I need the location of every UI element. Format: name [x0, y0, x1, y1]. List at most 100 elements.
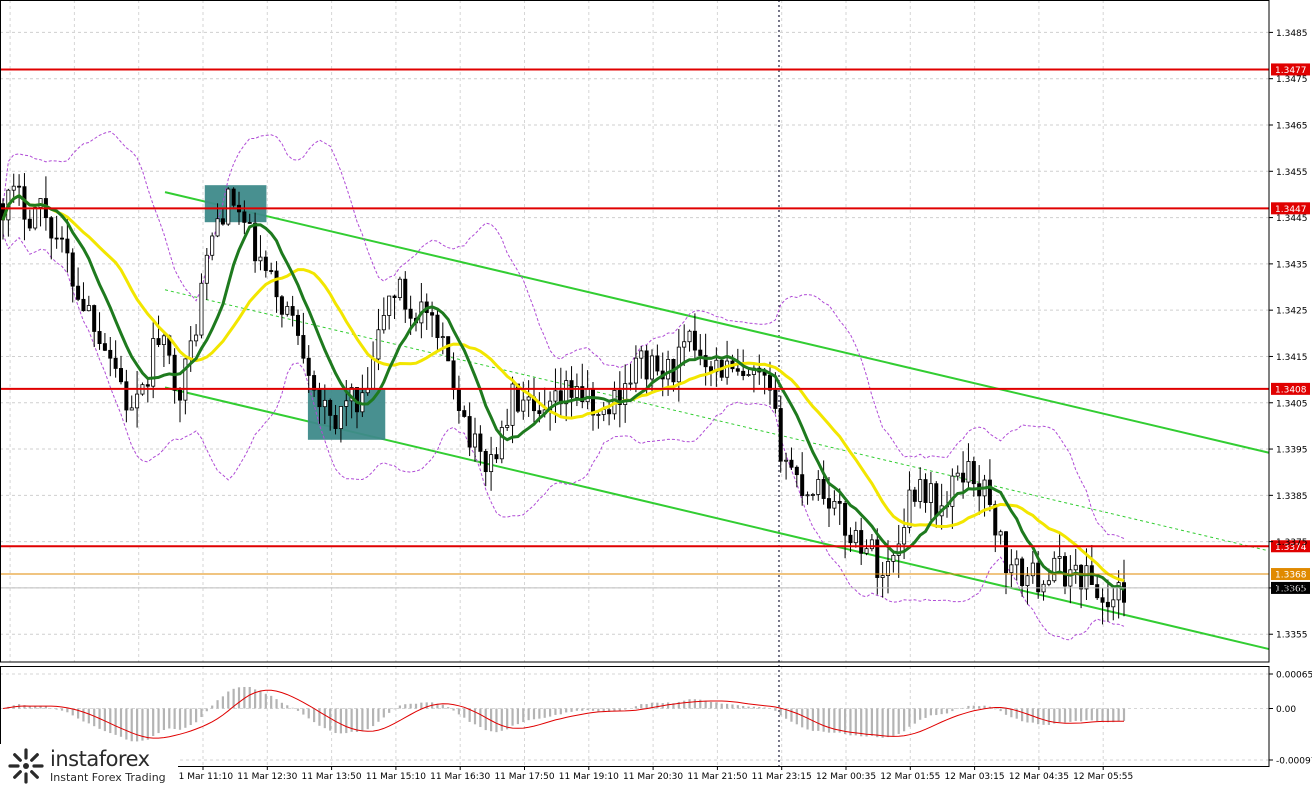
candle-body — [827, 498, 832, 509]
candle — [76, 267, 81, 302]
candle — [564, 370, 569, 422]
candle — [1004, 531, 1009, 595]
candle-body — [467, 416, 472, 448]
candle-body — [60, 237, 65, 240]
candle — [912, 486, 917, 507]
candle-body — [1014, 558, 1019, 566]
candle-body — [312, 375, 317, 391]
candle-body — [843, 502, 848, 536]
candle-body — [912, 489, 917, 502]
candle — [961, 451, 966, 499]
candle — [810, 492, 815, 501]
candle-body — [869, 539, 874, 550]
candle — [880, 561, 885, 598]
candle-body — [623, 383, 628, 405]
band-lower — [2, 233, 1125, 641]
candle-body — [1063, 556, 1068, 587]
candle — [923, 473, 928, 513]
candle-body — [934, 483, 939, 517]
candle — [86, 295, 91, 312]
candle — [247, 213, 252, 224]
candle-body — [49, 217, 54, 239]
candle-body — [923, 479, 928, 503]
macd-panel — [2, 686, 1126, 742]
candle — [800, 452, 805, 506]
candle — [1100, 588, 1105, 625]
current-price-label: 1.3365 — [1275, 584, 1307, 594]
candle — [955, 465, 960, 481]
candle-body — [617, 390, 622, 405]
candle-body — [607, 409, 612, 415]
candle — [1014, 550, 1019, 581]
macd-tick-label: 0.00 — [1276, 705, 1296, 715]
candle — [17, 174, 22, 206]
brand-logo: instaforex Instant Forex Trading — [0, 744, 178, 788]
candle — [446, 336, 451, 362]
candle-body — [1116, 582, 1121, 601]
ma-slow — [1, 193, 1125, 582]
candle — [1057, 533, 1062, 574]
candle — [210, 232, 215, 261]
candle-body — [446, 336, 451, 362]
level-label-bg — [1271, 568, 1310, 581]
level-label-bg — [1271, 382, 1310, 395]
candle — [27, 209, 32, 232]
candle — [1073, 548, 1078, 584]
x-tick-label: 11 Mar 17:50 — [494, 772, 554, 782]
candle-body — [387, 295, 392, 316]
candle-body — [1068, 569, 1073, 587]
candle — [102, 333, 107, 352]
x-tick-label: 11 Mar 21:50 — [687, 772, 747, 782]
candle-body — [279, 296, 284, 315]
candle-body — [907, 489, 912, 528]
candle — [623, 364, 628, 423]
candle — [199, 273, 204, 339]
candle — [472, 417, 477, 462]
candle — [682, 324, 687, 366]
candle — [1095, 574, 1100, 600]
candle-body — [891, 554, 896, 562]
candle — [1068, 555, 1073, 604]
macd-tick-label: -0.00097 — [1276, 757, 1312, 767]
candle-body — [537, 410, 542, 414]
candle-body — [204, 254, 209, 284]
candle — [784, 452, 789, 480]
candle-body — [928, 483, 933, 503]
candle-body — [102, 343, 107, 351]
candle-body — [918, 479, 923, 502]
y-tick-label: 1.3405 — [1276, 399, 1308, 409]
candle — [97, 312, 102, 350]
macd-tick-label: 0.00065 — [1276, 671, 1312, 681]
candle-body — [1036, 562, 1041, 593]
logo-icon — [8, 748, 44, 784]
candle — [859, 517, 864, 565]
level-label: 1.3408 — [1275, 385, 1307, 395]
candle — [322, 384, 327, 425]
candle-body — [371, 358, 376, 389]
candle — [843, 500, 848, 559]
candle — [204, 247, 209, 300]
x-tick-label: 11 Mar 11:10 — [173, 772, 233, 782]
candle — [526, 380, 531, 417]
candle-body — [231, 188, 236, 206]
candle — [725, 340, 730, 385]
candle-body — [1030, 562, 1035, 577]
candle — [768, 361, 773, 405]
candle — [655, 344, 660, 376]
candle-body — [317, 389, 322, 408]
price-frame — [0, 0, 1270, 663]
candle — [151, 322, 156, 399]
candle-body — [440, 336, 445, 339]
ma-fast-line — [1, 193, 1125, 591]
ma-fast — [1, 193, 1125, 591]
x-tick-label: 12 Mar 04:35 — [1009, 772, 1069, 782]
y-tick-label: 1.3375 — [1276, 538, 1308, 548]
macd-signal-line — [2, 689, 1124, 739]
candle — [1020, 556, 1025, 597]
candle-body — [521, 399, 526, 412]
candle — [499, 420, 504, 464]
candle — [81, 282, 86, 312]
candle-body — [687, 330, 692, 343]
candle — [864, 539, 869, 556]
